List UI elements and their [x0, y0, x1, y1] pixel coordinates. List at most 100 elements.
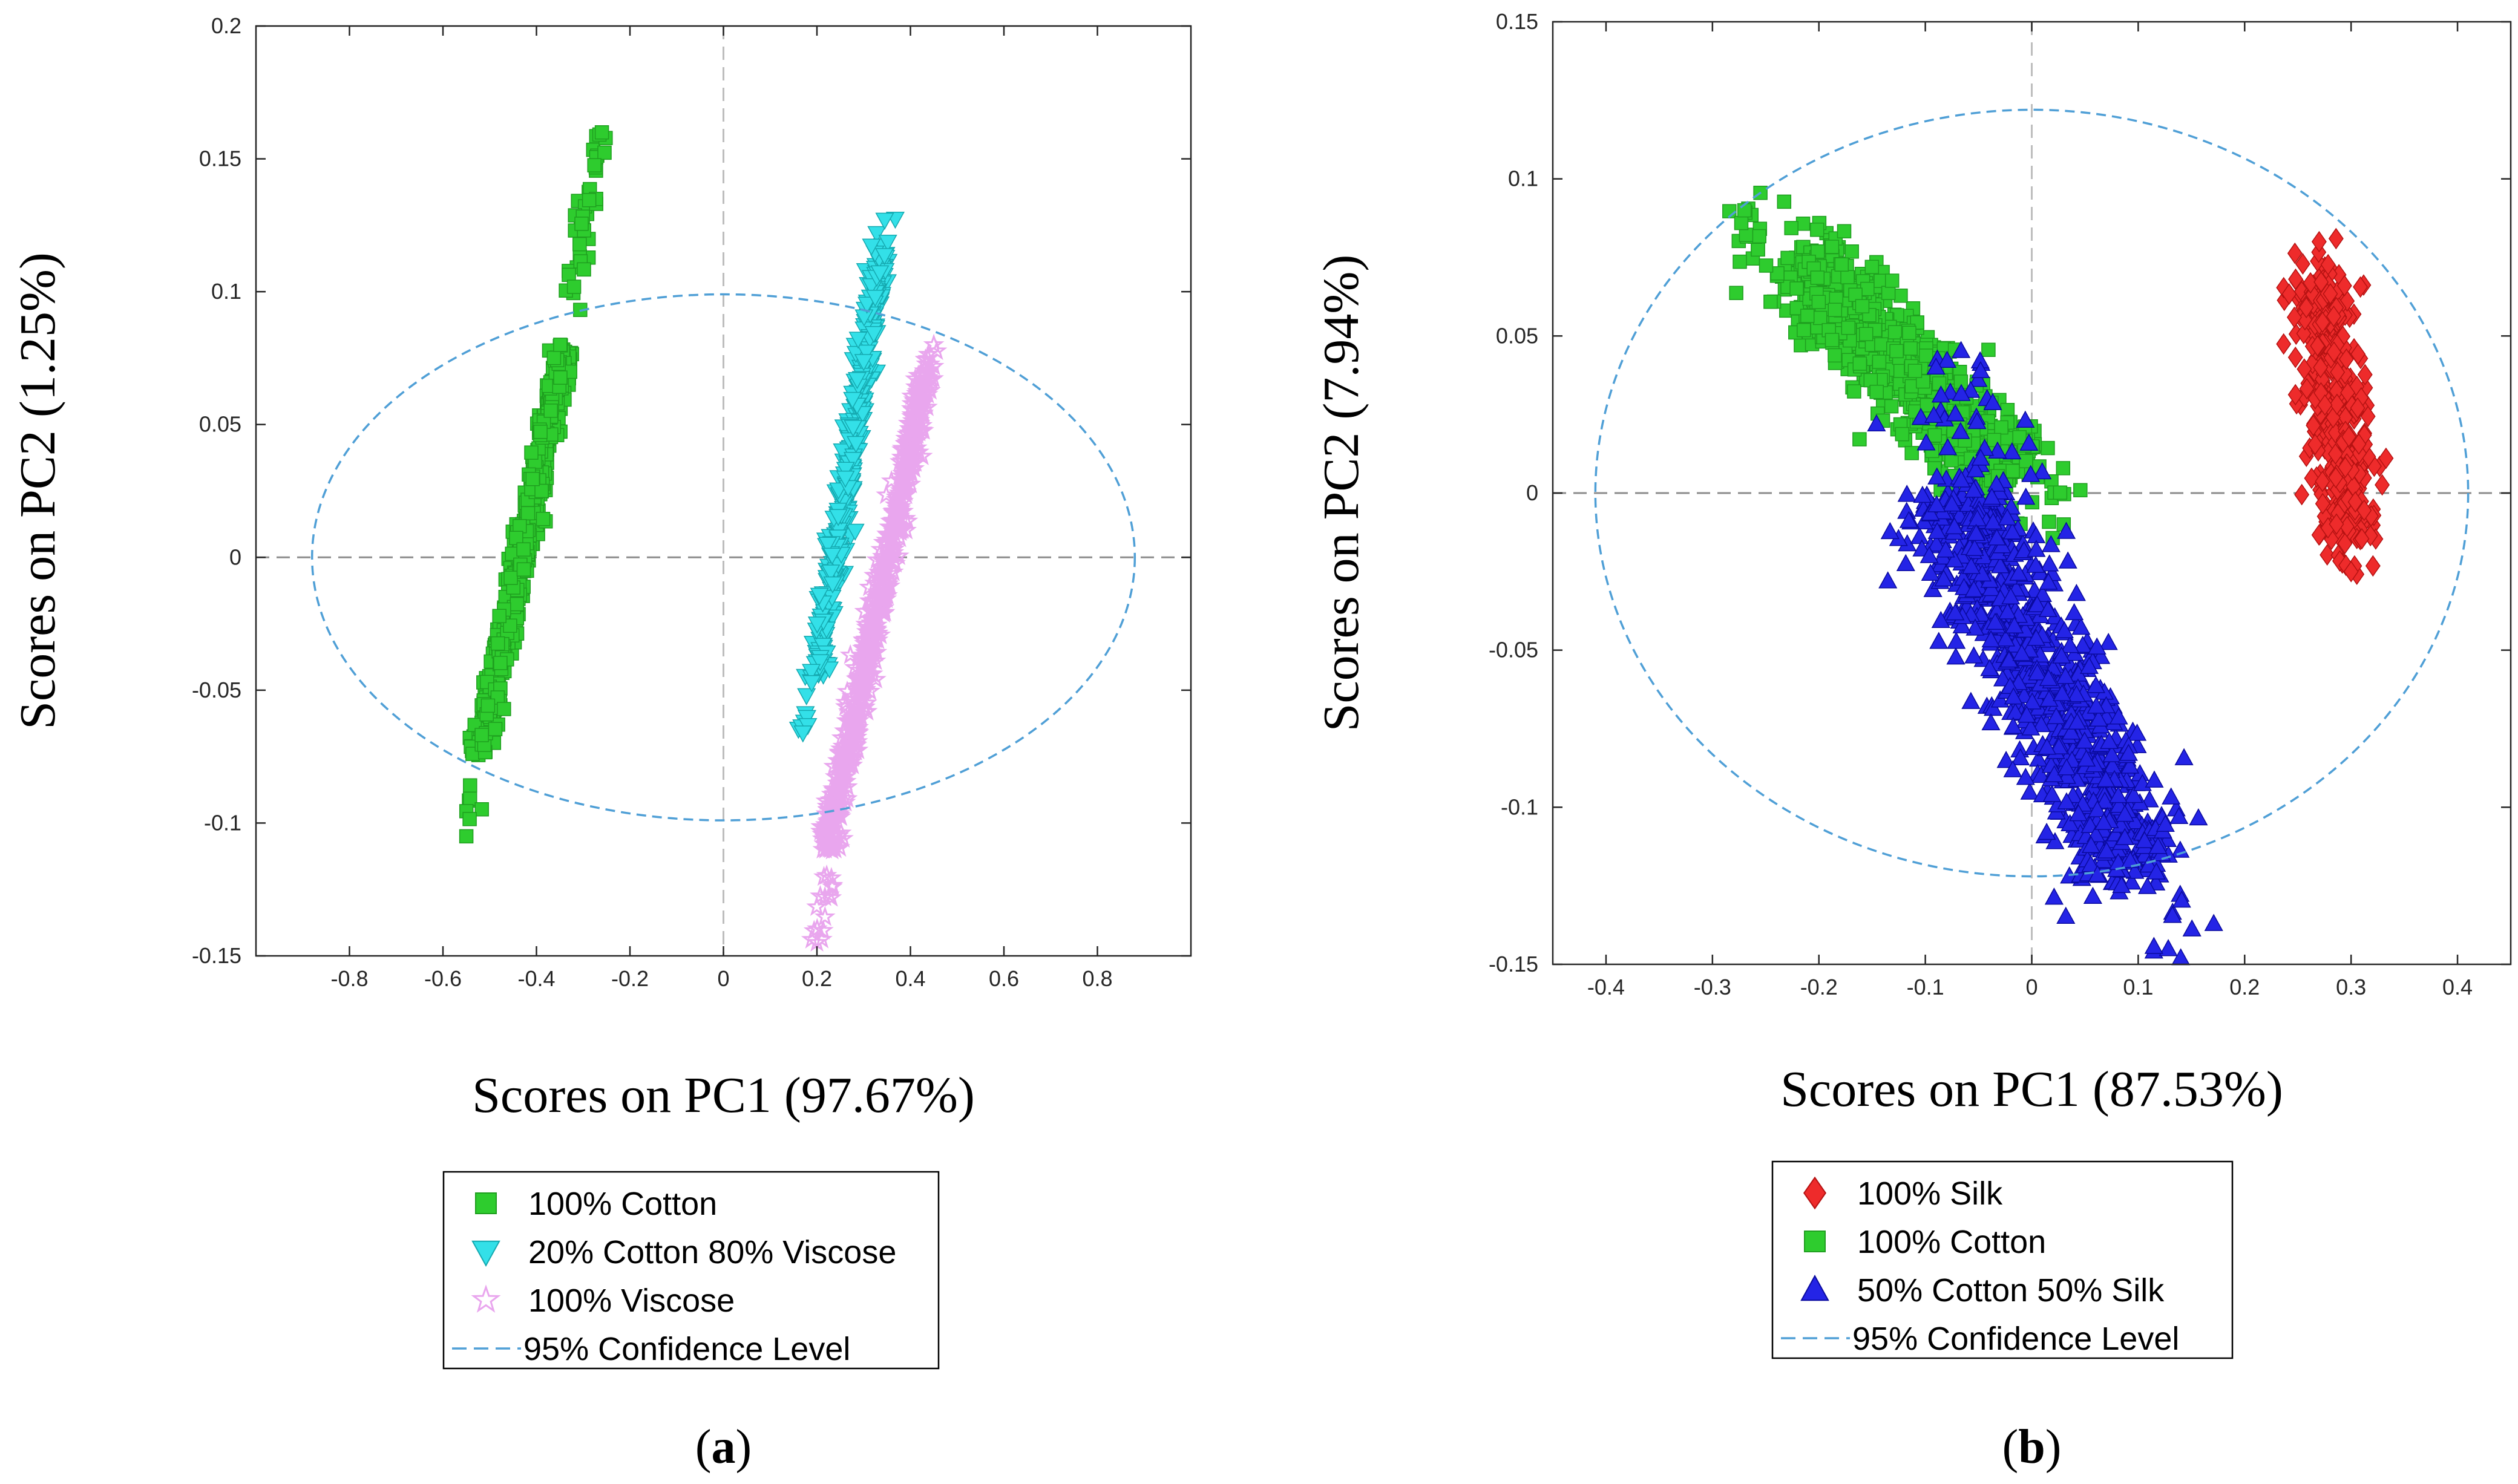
data-point — [908, 378, 930, 399]
data-point — [899, 444, 920, 465]
y-tick-label: -0.15 — [192, 943, 241, 968]
data-point — [877, 570, 899, 590]
x-tick-label: -0.4 — [1587, 975, 1625, 999]
x-tick-label: 0.2 — [802, 966, 832, 991]
extreme-point-low — [806, 931, 828, 952]
data-point — [1874, 337, 1889, 352]
data-point — [1828, 302, 1843, 317]
data-point — [895, 469, 917, 489]
data-point — [847, 372, 867, 390]
data-point — [1780, 250, 1795, 266]
data-point — [1840, 270, 1855, 284]
data-point — [899, 447, 920, 468]
data-point — [1981, 342, 1996, 357]
data-point — [832, 766, 854, 787]
data-point — [1927, 428, 1943, 443]
data-point — [2287, 346, 2303, 368]
data-point — [806, 895, 828, 916]
data-point — [820, 838, 841, 858]
y-tick-label: 0.1 — [1508, 166, 1538, 191]
y-tick-label: 0.15 — [1496, 9, 1538, 34]
data-point — [910, 391, 932, 412]
data-point — [1800, 309, 1815, 323]
data-point — [543, 404, 558, 418]
data-point — [577, 262, 591, 277]
data-point — [819, 831, 841, 852]
data-point — [862, 238, 881, 256]
legend-marker — [1804, 1231, 1826, 1252]
panel-b: -0.4 -0.3 -0.2 -0.1 0 0.1 0.2 0.3 0.4 -0.15 -0.1 -0… — [1313, 9, 2512, 1474]
data-point — [1751, 242, 1765, 257]
data-point — [1855, 299, 1870, 314]
data-point — [1893, 289, 1908, 303]
data-point — [917, 359, 939, 379]
data-point — [1884, 399, 1899, 414]
data-point — [2276, 333, 2292, 355]
data-point — [1852, 356, 1867, 371]
data-point — [1864, 260, 1880, 275]
data-point — [493, 656, 508, 670]
data-point — [1844, 244, 1859, 259]
panel-a: -0.8 -0.6 -0.4 -0.2 0 0.2 0.4 0.6 0.8 -0.15 -0.1 -0… — [10, 13, 1192, 1474]
data-point — [861, 641, 883, 662]
data-point — [2357, 364, 2373, 386]
x-tick-label: 0.4 — [895, 966, 925, 991]
data-point — [1904, 446, 1919, 460]
data-point — [870, 265, 890, 283]
x-tick-label: -0.6 — [424, 966, 462, 991]
data-point — [1811, 295, 1826, 309]
data-point — [503, 618, 517, 633]
data-point — [828, 509, 848, 526]
data-point — [1739, 227, 1754, 242]
data-point — [802, 664, 821, 681]
data-point — [823, 576, 842, 594]
data-point — [1759, 258, 1774, 273]
data-point — [2353, 276, 2369, 298]
data-point — [910, 397, 931, 417]
data-point — [873, 594, 894, 615]
data-point — [903, 457, 925, 478]
legend-label: 100% Silk — [1857, 1175, 2003, 1212]
x-tick-label: 0 — [717, 966, 729, 991]
data-point — [2073, 483, 2088, 497]
data-point — [2327, 443, 2343, 465]
data-point — [1810, 270, 1825, 285]
legend-label: 50% Cotton 50% Silk — [1857, 1272, 2165, 1309]
data-point — [888, 544, 910, 565]
legend-marker — [471, 1240, 500, 1267]
data-point — [885, 486, 907, 506]
x-tick-label: 0.2 — [2229, 975, 2260, 999]
legend-box — [442, 1171, 940, 1370]
data-point — [497, 702, 511, 716]
data-point — [827, 750, 848, 770]
data-point — [889, 527, 911, 548]
y-tick-label: -0.05 — [192, 678, 241, 702]
data-point — [1858, 327, 1874, 341]
legend-label: 100% Cotton — [528, 1186, 717, 1222]
data-point — [845, 678, 867, 698]
data-point — [492, 609, 507, 624]
data-point — [1733, 254, 1747, 269]
data-point — [1841, 320, 1856, 335]
x-tick-label: 0.4 — [2442, 975, 2473, 999]
data-point — [836, 471, 855, 488]
data-point — [587, 158, 602, 173]
data-point — [1763, 294, 1778, 309]
data-point — [2350, 343, 2366, 365]
data-point — [525, 472, 540, 486]
x-tick-label: -0.2 — [1800, 975, 1838, 999]
data-point — [2056, 461, 2071, 476]
data-point — [524, 445, 539, 460]
y-axis-label: Scores on PC2 (1.25%) — [10, 252, 66, 730]
data-point — [895, 507, 916, 528]
data-point — [553, 338, 568, 352]
legend-marker — [475, 1192, 497, 1214]
data-point — [836, 462, 855, 479]
data-point — [797, 688, 816, 705]
data-point — [463, 778, 477, 793]
data-point — [2042, 514, 2056, 529]
confidence-ellipse — [310, 293, 1136, 822]
series-100-silk — [2276, 227, 2394, 586]
data-point — [1884, 273, 1900, 288]
